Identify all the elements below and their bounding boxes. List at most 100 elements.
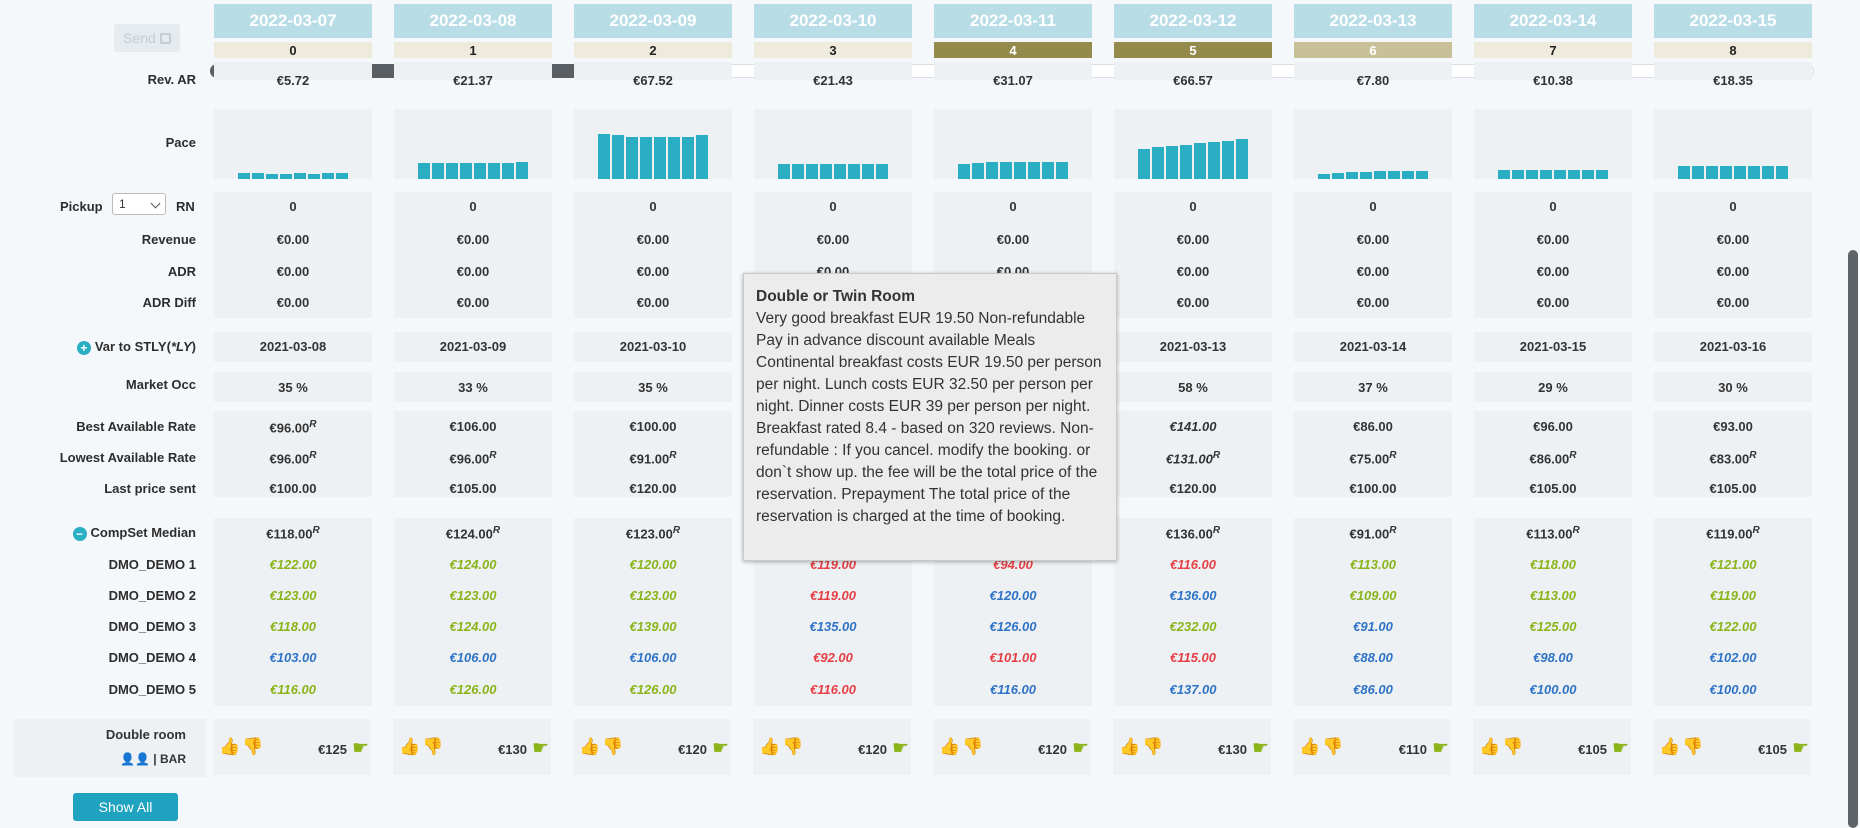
compset-median-value: €113.00 [1526,526,1573,542]
thumbs-up-icon[interactable]: 👍 [1659,737,1681,756]
date-header[interactable]: 2022-03-12 [1114,4,1272,38]
rn-value: 0 [289,199,297,214]
apply-price-icon[interactable]: ☛ [891,738,909,759]
lowest-available-rate-value: €131.00 [1165,451,1213,467]
competitor-price: €122.00 [269,557,317,572]
competitor-price: €116.00 [989,682,1037,697]
compset-median: €136.00R [1114,525,1272,541]
thumbs-up-icon[interactable]: 👍 [579,737,601,756]
lowest-available-rate: €96.00R [394,450,552,466]
competitor-price: €100.00 [1529,682,1577,697]
apply-price-icon[interactable]: ☛ [1611,738,1629,759]
apply-price-icon[interactable]: ☛ [711,738,729,759]
pace-bar [1056,162,1068,179]
feedback-buttons: 👍 👎 [399,737,443,757]
day-offset: 8 [1654,42,1812,58]
date-header[interactable]: 2022-03-10 [754,4,912,38]
grid-cell-bg [1114,518,1272,706]
competitor-price: €124.00 [449,557,497,572]
pace-bar [1748,166,1760,179]
date-header[interactable]: 2022-03-14 [1474,4,1632,38]
thumbs-up-icon[interactable]: 👍 [219,737,241,756]
apply-price-icon[interactable]: ☛ [1251,738,1269,759]
pace-chart [214,113,372,179]
date-header[interactable]: 2022-03-15 [1654,4,1812,38]
chevron-down-icon [150,198,161,209]
pace-bar [1596,170,1608,179]
label-var-to-stly[interactable]: + Var to STLY(*LY) [76,339,196,355]
vertical-scrollbar-thumb[interactable] [1848,250,1858,828]
label-compset-median-text: CompSet Median [90,525,196,540]
pace-bar [1222,141,1234,179]
pace-bar [1042,162,1054,179]
grid-cell-bg [1654,332,1812,362]
date-header[interactable]: 2022-03-11 [934,4,1092,38]
rev-ar-value: €67.52 [633,73,673,88]
pace-bar [1720,166,1732,179]
pace-bar [1318,174,1330,179]
apply-price-icon[interactable]: ☛ [1431,738,1449,759]
pace-bar [294,173,306,179]
apply-price-icon[interactable]: ☛ [1071,738,1089,759]
thumbs-down-icon[interactable]: 👎 [962,737,984,756]
last-price-sent: €100.00 [1349,481,1397,496]
best-available-rate-value: €93.00 [1713,419,1753,434]
label-pickup: Pickup [60,199,103,214]
label-best-available-rate: Best Available Rate [76,419,196,434]
thumbs-down-icon[interactable]: 👎 [602,737,624,756]
revenue-value: €0.00 [996,232,1030,247]
room-price: €120 [678,742,707,757]
apply-price-icon[interactable]: ☛ [1791,738,1809,759]
pace-bar [418,163,430,179]
thumbs-down-icon[interactable]: 👎 [422,737,444,756]
label-dmo5: DMO_DEMO 5 [108,682,196,697]
thumbs-down-icon[interactable]: 👎 [242,737,264,756]
thumbs-up-icon[interactable]: 👍 [939,737,961,756]
date-header[interactable]: 2022-03-13 [1294,4,1452,38]
thumbs-up-icon[interactable]: 👍 [1119,737,1141,756]
date-header[interactable]: 2022-03-08 [394,4,552,38]
label-compset-median[interactable]: − CompSet Median [72,525,196,541]
collapse-minus-icon[interactable]: − [72,526,87,541]
two-persons-icon: 👤👤 [120,752,150,766]
grid-cell-bg [214,332,372,362]
send-button[interactable]: Send [114,24,180,52]
apply-price-icon[interactable]: ☛ [531,738,549,759]
rev-ar-value: €10.38 [1533,73,1573,88]
grid-cell-bg [1654,518,1812,706]
grid-cell-bg [754,62,912,80]
pace-bar [1498,170,1510,179]
competitor-price: €122.00 [1709,619,1757,634]
expand-plus-icon[interactable]: + [76,340,91,355]
last-price-sent: €105.00 [1709,481,1757,496]
thumbs-down-icon[interactable]: 👎 [782,737,804,756]
thumbs-down-icon[interactable]: 👎 [1682,737,1704,756]
grid-cell-bg [1114,332,1272,362]
pace-chart [1294,113,1452,179]
date-header[interactable]: 2022-03-07 [214,4,372,38]
compset-median-value: €124.00 [445,526,493,542]
thumbs-down-icon[interactable]: 👎 [1142,737,1164,756]
apply-price-icon[interactable]: ☛ [351,738,369,759]
pace-bar [336,173,348,179]
pace-bar [1402,171,1414,179]
show-all-button[interactable]: Show All [73,793,178,821]
room-price: €130 [498,742,527,757]
competitor-price: €136.00 [1169,588,1217,603]
grid-cell-bg [1654,372,1812,402]
pace-bar [1568,170,1580,179]
thumbs-up-icon[interactable]: 👍 [399,737,421,756]
thumbs-down-icon[interactable]: 👎 [1322,737,1344,756]
thumbs-up-icon[interactable]: 👍 [1479,737,1501,756]
competitor-price: €139.00 [629,619,677,634]
pace-bar [1416,171,1428,179]
rate-source-marker: R [309,450,317,461]
pace-bar [1346,172,1358,179]
thumbs-down-icon[interactable]: 👎 [1502,737,1524,756]
date-header[interactable]: 2022-03-09 [574,4,732,38]
thumbs-up-icon[interactable]: 👍 [1299,737,1321,756]
pickup-select[interactable]: 1 [112,193,166,215]
compset-median: €118.00R [214,525,372,541]
grid-cell-bg [394,372,552,402]
thumbs-up-icon[interactable]: 👍 [759,737,781,756]
